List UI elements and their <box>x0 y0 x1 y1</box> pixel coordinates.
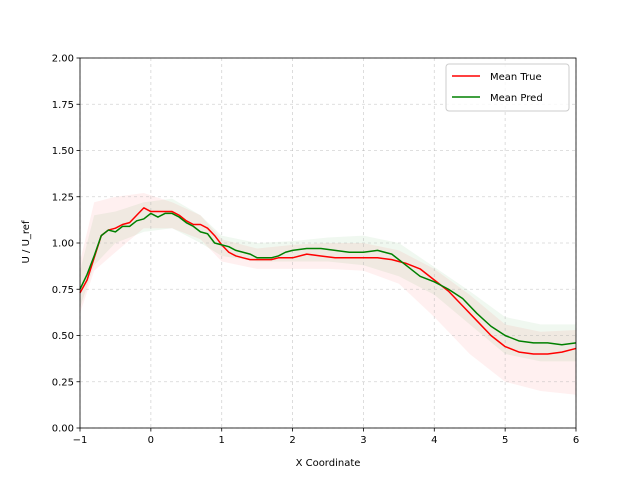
x-tick-label: 0 <box>148 435 154 446</box>
y-axis-label: U / U_ref <box>21 220 32 263</box>
y-tick-label: 0.75 <box>52 285 74 296</box>
legend: Mean True Mean Pred <box>445 63 570 112</box>
series-lines <box>79 207 577 355</box>
y-axis-ticks: 0.00 0.25 0.50 0.75 1.00 1.25 1.50 1.75 2.00 <box>52 54 80 435</box>
series-line-mean-pred <box>79 212 577 346</box>
x-tick-label: 6 <box>573 435 579 446</box>
x-tick-label: 5 <box>502 435 508 446</box>
y-tick-label: 1.75 <box>52 100 74 111</box>
y-tick-label: 1.00 <box>52 239 74 250</box>
y-tick-label: 0.50 <box>52 331 74 342</box>
legend-label-mean-true: Mean True <box>490 72 542 83</box>
x-tick-label: 4 <box>431 435 437 446</box>
y-tick-label: 0.00 <box>52 424 74 435</box>
variance-band-1 <box>80 198 576 362</box>
x-tick-label: −1 <box>73 435 88 446</box>
x-axis-label: X Coordinate <box>296 458 361 469</box>
x-tick-label: 2 <box>289 435 295 446</box>
variance-band-0 <box>80 193 576 395</box>
y-tick-label: 1.50 <box>52 146 74 157</box>
series-line-mean-true <box>79 207 577 355</box>
x-axis-ticks: −1 0 1 2 3 4 5 6 <box>73 428 579 446</box>
variance-bands <box>80 193 576 395</box>
y-tick-label: 2.00 <box>52 54 74 65</box>
x-tick-label: 3 <box>360 435 366 446</box>
y-tick-label: 1.25 <box>52 192 74 203</box>
legend-label-mean-pred: Mean Pred <box>490 93 543 104</box>
x-tick-label: 1 <box>219 435 225 446</box>
y-tick-label: 0.25 <box>52 377 74 388</box>
